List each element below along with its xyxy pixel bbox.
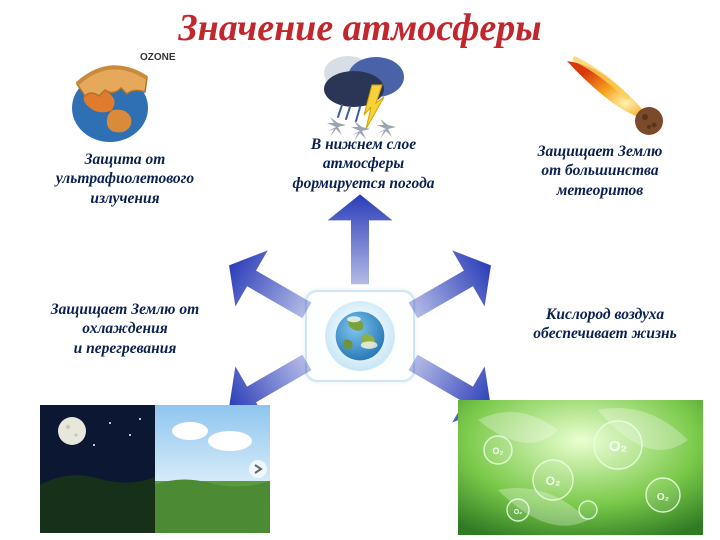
earth-icon: [315, 298, 405, 374]
svg-text:O₂: O₂: [493, 446, 504, 456]
label-meteor: Защищает Землюот большинстваметеоритов: [500, 142, 700, 200]
svg-text:O₂: O₂: [609, 438, 627, 455]
page-title: Значение атмосферы: [0, 0, 720, 50]
label-temp: Защищает Землю отохлажденияи перегревани…: [20, 300, 230, 358]
daynight-icon: [40, 405, 270, 533]
svg-text:O₂: O₂: [546, 474, 561, 488]
clouds-icon: [300, 52, 430, 137]
svg-text:O₂: O₂: [657, 492, 669, 503]
label-oxygen: Кислород воздухаобеспечивает жизнь: [500, 305, 710, 344]
label-uv: Защита отультрафиолетовогоизлучения: [20, 150, 230, 208]
center-hub: [305, 290, 415, 382]
meteor-icon: [555, 55, 675, 140]
arrow-weather: [328, 194, 393, 284]
label-weather: В нижнем слоеатмосферыформируется погода: [256, 135, 471, 193]
svg-text:O₂: O₂: [514, 509, 523, 516]
foliage-icon: O₂ O₂ O₂ O₂ O₂: [458, 400, 703, 535]
ozone-globe-icon: OZONE: [55, 48, 185, 148]
svg-text:OZONE: OZONE: [140, 52, 176, 63]
